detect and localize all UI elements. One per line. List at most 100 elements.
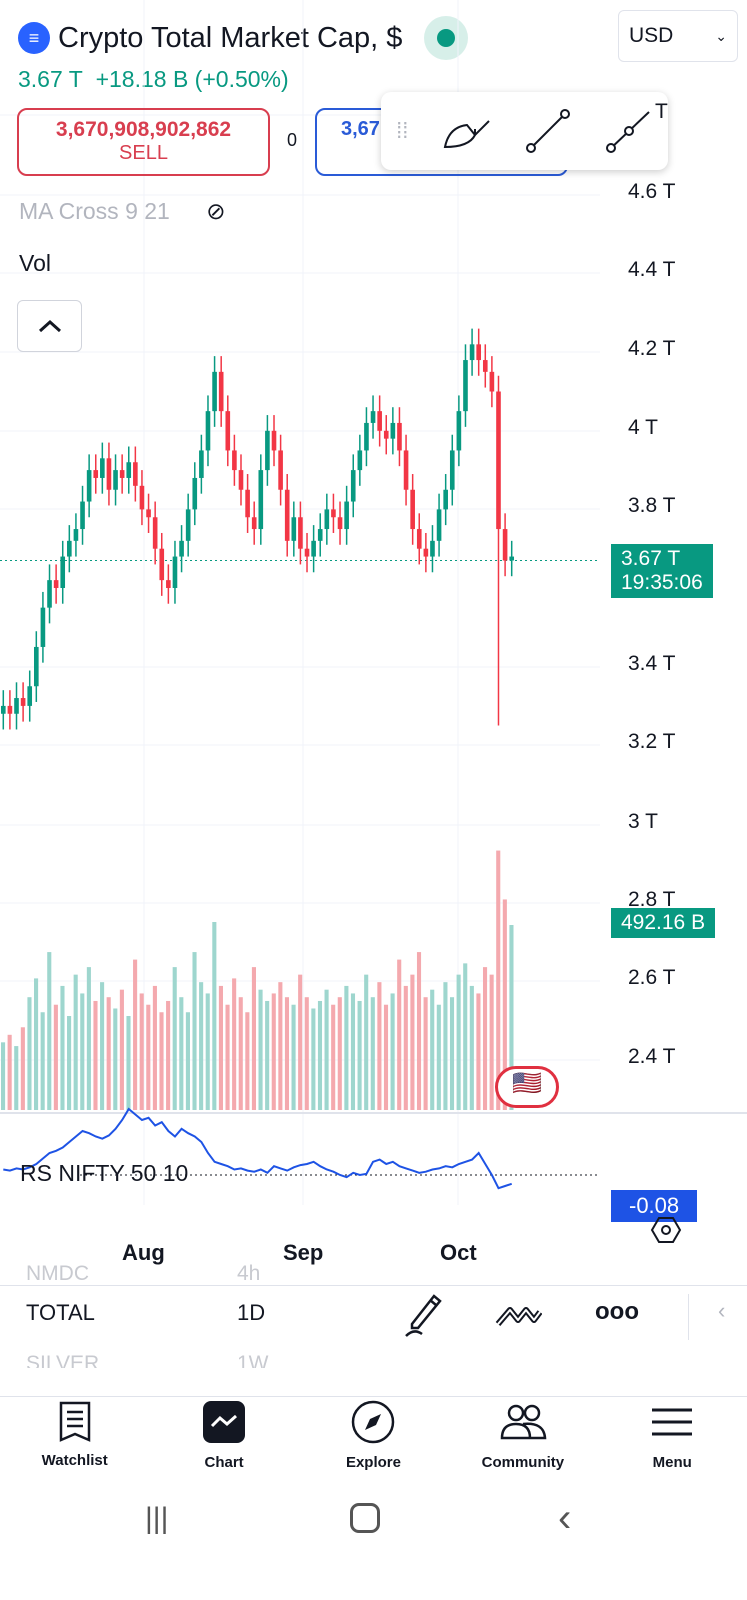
volume-bar	[40, 1012, 45, 1110]
candle-body	[403, 450, 409, 490]
volume-bar	[80, 993, 85, 1110]
home-icon[interactable]	[350, 1503, 380, 1533]
candle-body	[47, 580, 52, 608]
candle-body	[251, 517, 257, 530]
volume-bar	[119, 989, 124, 1110]
volume-bar	[284, 997, 290, 1110]
candle-body	[449, 450, 455, 490]
collapse-legend-button[interactable]	[17, 300, 82, 352]
symbol-header[interactable]: ≡ Crypto Total Market Cap, $	[18, 16, 469, 60]
volume-bar	[34, 978, 39, 1110]
nav-chart[interactable]: Chart	[159, 1400, 289, 1471]
candle-body	[364, 422, 369, 451]
next-symbol[interactable]: SILVER	[26, 1352, 100, 1368]
candle-body	[80, 501, 85, 530]
candle-body	[383, 430, 389, 439]
ma-cross-legend[interactable]: MA Cross 9 21 ⊘	[19, 198, 226, 225]
volume-bar	[449, 997, 455, 1110]
volume-bar	[232, 978, 237, 1110]
volume-bar	[93, 1000, 98, 1110]
eye-off-icon[interactable]: ⊘	[206, 198, 226, 224]
nav-watchlist[interactable]: Watchlist	[10, 1400, 140, 1471]
nav-explore[interactable]: Explore	[308, 1400, 438, 1471]
symbol-button[interactable]: TOTAL	[26, 1300, 95, 1325]
candle-body	[73, 529, 79, 541]
time-label: Oct	[440, 1240, 477, 1265]
trend-line-icon[interactable]	[523, 106, 573, 156]
candle-body	[199, 450, 204, 478]
volume-bar	[218, 985, 223, 1110]
candle-body	[212, 371, 217, 412]
candle-body	[304, 548, 310, 557]
market-status-icon[interactable]	[424, 16, 469, 60]
price-axis-label: 3.2 T	[628, 730, 676, 753]
candle-body	[482, 360, 488, 372]
price-axis-label: 3.4 T	[628, 652, 676, 675]
candle-body	[436, 509, 442, 541]
candle-body	[159, 548, 165, 581]
candle-body	[390, 422, 396, 439]
candle-body	[172, 556, 178, 588]
volume-bar	[509, 925, 514, 1110]
candle-body	[152, 517, 158, 549]
candle-body	[113, 470, 118, 490]
volume-bar	[47, 952, 52, 1110]
nav-community[interactable]: Community	[458, 1400, 588, 1471]
volume-bar	[331, 1004, 336, 1110]
candle-body	[146, 509, 151, 518]
symbol-toolbar: NMDC 4h TOTAL 1D SILVER 1W ooo ‹	[0, 1262, 747, 1397]
sell-button[interactable]: 3,670,908,902,862 SELL	[17, 108, 270, 176]
volume-bar	[496, 850, 501, 1110]
volume-bar	[152, 985, 157, 1110]
volume-bar	[502, 899, 507, 1110]
ray-line-icon[interactable]	[603, 106, 653, 156]
chart-settings-icon[interactable]	[650, 1214, 682, 1246]
prev-symbol[interactable]: NMDC	[26, 1262, 89, 1284]
next-interval[interactable]: 1W	[237, 1352, 269, 1368]
candle-body	[311, 540, 316, 557]
volume-bar	[245, 1012, 250, 1110]
candle-body	[100, 458, 105, 478]
bottom-nav: Watchlist Chart Explore Community Menu	[0, 1400, 747, 1471]
nav-menu[interactable]: Menu	[607, 1400, 737, 1471]
volume-bar	[298, 974, 303, 1110]
chevron-up-icon	[38, 319, 61, 333]
volume-bar	[377, 982, 382, 1110]
volume-bar	[430, 989, 435, 1110]
nav-label: Explore	[345, 1454, 401, 1471]
candle-body	[397, 422, 402, 451]
candle-body	[93, 470, 99, 478]
us-flag-event-icon[interactable]: 🇺🇸	[495, 1066, 559, 1108]
arrow-left-icon[interactable]: ‹	[718, 1298, 726, 1323]
candle-body	[119, 470, 125, 478]
rs-indicator-legend[interactable]: RS NIFTY 50 10	[20, 1160, 189, 1186]
volume-bar	[304, 997, 309, 1110]
chart-canvas[interactable]	[0, 0, 747, 1260]
volume-bar	[416, 952, 422, 1110]
volume-bar	[370, 997, 375, 1110]
volume-legend[interactable]: Vol	[19, 250, 51, 276]
volume-bar	[113, 1008, 118, 1110]
back-icon[interactable]: ‹	[558, 1496, 572, 1540]
interval-button[interactable]: 1D	[237, 1300, 266, 1325]
volume-bar	[390, 993, 395, 1110]
volume-bar	[397, 959, 402, 1110]
drag-handle-icon[interactable]: ⁞⁞	[396, 118, 409, 143]
candle-body	[331, 509, 336, 518]
indicators-icon[interactable]	[494, 1296, 542, 1332]
spread: 0	[287, 130, 298, 150]
pencil-icon[interactable]	[400, 1290, 444, 1338]
volume-bar	[159, 1012, 164, 1110]
candle-body	[271, 430, 277, 451]
prev-interval[interactable]: 4h	[237, 1262, 261, 1285]
volume-bar	[172, 967, 177, 1110]
candle-body	[344, 501, 349, 530]
nav-label: Chart	[204, 1454, 244, 1471]
more-icon[interactable]: ooo	[595, 1298, 639, 1325]
volume-bar	[7, 1034, 12, 1110]
currency-select[interactable]: USD ⌄	[618, 10, 738, 62]
volume-bar	[146, 1004, 151, 1110]
brush-icon[interactable]	[439, 111, 493, 151]
candle-body	[40, 607, 46, 647]
recent-apps-icon[interactable]: |||	[145, 1502, 169, 1535]
